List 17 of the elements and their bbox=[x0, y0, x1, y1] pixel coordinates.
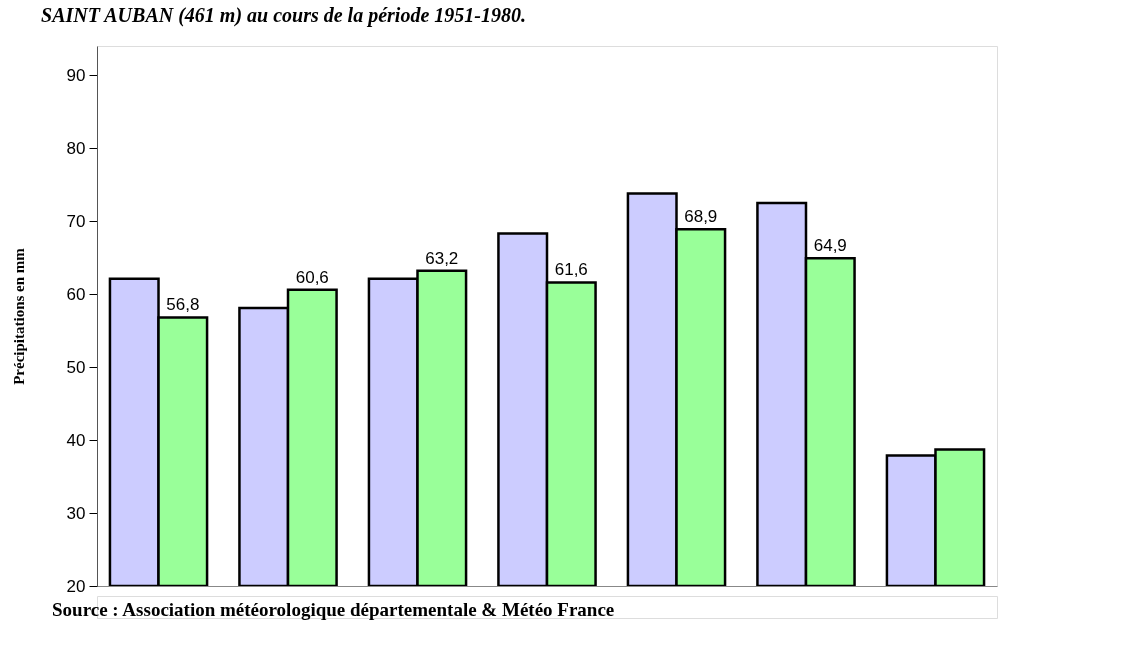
y-tick-label: 80 bbox=[66, 138, 86, 158]
data-label: 56,8 bbox=[166, 295, 200, 315]
data-label: 60,6 bbox=[295, 267, 329, 287]
data-label: 64,9 bbox=[813, 236, 847, 256]
data-label: 68,9 bbox=[684, 207, 718, 227]
y-tick-label: 30 bbox=[66, 503, 86, 523]
y-axis-title: Précipitations en mm bbox=[10, 247, 27, 385]
y-tick-label: 90 bbox=[66, 65, 86, 85]
data-label: 63,2 bbox=[425, 248, 459, 268]
y-tick-label: 20 bbox=[66, 576, 86, 596]
chart-title: SAINT AUBAN (461 m) au cours de la période 1951-1980. bbox=[41, 4, 526, 27]
y-tick-label: 50 bbox=[66, 357, 86, 377]
y-tick-label: 40 bbox=[66, 430, 86, 450]
y-tick-label: 70 bbox=[66, 211, 86, 231]
y-tick-label: 60 bbox=[66, 284, 86, 304]
source-note: Source : Association météorologique départementale & Météo France bbox=[52, 599, 615, 620]
data-label: 61,6 bbox=[554, 260, 588, 280]
